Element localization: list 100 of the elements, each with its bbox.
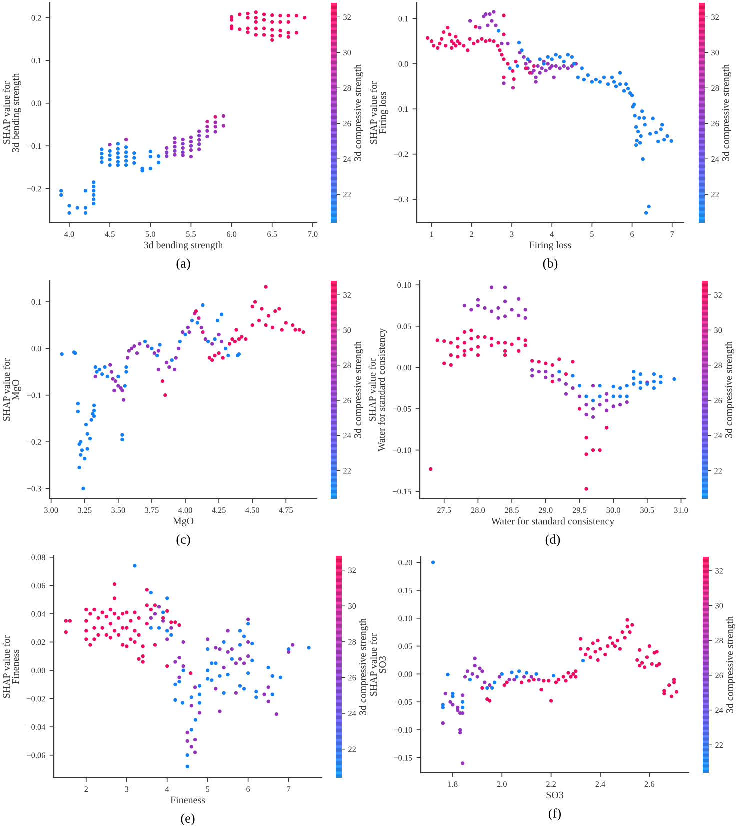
color-bar-label: 32: [348, 568, 356, 574]
color-bar-title: 3d compressive strength: [354, 342, 364, 438]
color-bar-title: 3d compressive strength: [354, 64, 364, 162]
color-bar-label: 28: [344, 86, 352, 92]
x-axis-title: Firing loss: [530, 242, 572, 251]
y-tick-label: 0.06: [32, 583, 46, 589]
color-bar-label: 28: [716, 638, 724, 644]
y-tick-label: −0.1: [27, 392, 42, 398]
x-tick-label: 3: [125, 786, 129, 792]
y-tick-label: −0.2: [27, 186, 42, 192]
x-tick-label: 29.0: [539, 508, 553, 514]
y-tick-label: 0.1: [32, 58, 42, 64]
color-bar-label: 32: [344, 14, 351, 20]
y-tick-label: 0.02: [32, 640, 46, 646]
y-axis-title: SHAP value for Fineness: [2, 635, 20, 698]
y-tick-label: −0.15: [394, 755, 412, 761]
x-tick-label: 4.0: [64, 232, 74, 238]
color-bar-label: 24: [344, 156, 352, 162]
color-bar-label: 24: [716, 708, 724, 714]
color-bar-label: 30: [344, 328, 352, 334]
x-tick-label: 5.5: [186, 232, 196, 238]
y-tick-label: 0.1: [398, 16, 408, 22]
x-axis-title: Water for standard consistency: [491, 518, 615, 527]
text: (f): [548, 808, 562, 821]
y-axis-title: SHAP value for 3d bending strength: [2, 73, 22, 152]
x-tick-label: 5: [206, 786, 210, 792]
x-tick-label: 4: [550, 232, 554, 238]
x-tick-label: 6: [630, 232, 634, 238]
color-bar-label: 32: [716, 568, 723, 574]
x-tick-label: 1: [430, 232, 434, 238]
y-tick-label: 0.0: [32, 346, 42, 352]
y-tick-label: −0.3: [394, 196, 408, 202]
color-bar-label: 24: [348, 710, 356, 716]
color-bar-label: 24: [344, 433, 352, 439]
color-bar-label: 32: [344, 292, 351, 298]
x-tick-label: 2.2: [546, 782, 556, 788]
y-tick-label: 0.1: [32, 299, 42, 305]
text: (d): [546, 534, 560, 547]
x-tick-label: 7.0: [308, 232, 318, 238]
x-tick-label: 5.0: [146, 232, 156, 238]
y-tick-label: 0.00: [398, 365, 412, 371]
y-tick-label: 0.0: [32, 100, 42, 106]
color-bar-title: 3d compressive strength: [726, 616, 736, 714]
y-tick-label: 0.20: [398, 560, 412, 566]
color-bar-label: 28: [714, 362, 722, 368]
color-bar-label: 22: [344, 468, 351, 474]
color-bar-label: 24: [712, 156, 720, 162]
color-bar-label: 30: [344, 50, 352, 56]
x-tick-label: 30.0: [606, 508, 620, 514]
x-tick-label: 28.5: [505, 508, 519, 514]
y-tick-label: 0.10: [398, 282, 412, 288]
x-tick-label: 4.25: [212, 508, 226, 514]
color-bar-label: 28: [344, 362, 352, 368]
y-tick-label: −0.04: [27, 724, 46, 730]
y-axis-title: SHAP value for Water for standard consistency: [368, 328, 388, 452]
x-tick-label: 2: [470, 232, 474, 238]
x-tick-label: 3: [510, 232, 514, 238]
color-bar-label: 30: [716, 603, 724, 609]
x-tick-label: 2.0: [497, 782, 507, 788]
y-tick-label: −0.10: [394, 727, 412, 733]
x-tick-label: 29.5: [572, 508, 587, 514]
color-bar-title: 3d compressive strength: [725, 342, 734, 438]
color-bar-label: 26: [714, 398, 722, 404]
color-bar-label: 22: [712, 192, 719, 198]
x-tick-label: 4.5: [105, 232, 115, 238]
color-bar-label: 28: [348, 639, 356, 645]
y-tick-label: −0.3: [27, 486, 42, 492]
y-tick-label: 0.2: [32, 15, 42, 21]
x-tick-label: 1.8: [448, 782, 458, 788]
y-axis-title: SHAP value for SO3: [370, 633, 386, 696]
y-tick-label: 0.00: [398, 672, 412, 678]
x-tick-label: 6: [246, 786, 250, 792]
x-tick-label: 30.5: [640, 508, 654, 514]
color-bar-label: 26: [344, 121, 352, 127]
x-tick-label: 6.0: [227, 232, 237, 238]
color-bar-label: 24: [714, 433, 722, 439]
color-bar-label: 26: [348, 675, 356, 681]
color-bar-label: 32: [712, 14, 719, 20]
y-tick-label: −0.2: [27, 439, 42, 446]
color-bar-label: 26: [712, 121, 720, 127]
y-tick-label: 0.0: [398, 61, 408, 67]
x-tick-label: 5: [590, 232, 594, 238]
color-bar-label: 22: [716, 742, 723, 748]
x-tick-label: 3.75: [145, 508, 159, 514]
y-axis-title: SHAP value for MgO: [2, 358, 22, 422]
x-tick-label: 2: [84, 786, 88, 792]
y-tick-label: 0.10: [398, 616, 412, 622]
color-bar-title: 3d compressive strength: [722, 64, 732, 162]
color-bar-label: 30: [712, 50, 720, 56]
y-tick-label: −0.2: [394, 152, 408, 158]
text: (b): [543, 258, 558, 271]
y-tick-label: 0.00: [32, 668, 46, 674]
y-tick-label: −0.02: [27, 696, 46, 702]
text: (a): [176, 258, 190, 271]
x-tick-label: 4: [165, 786, 170, 792]
color-bar-label: 22: [714, 468, 722, 474]
x-tick-label: 7: [670, 232, 674, 238]
x-tick-label: 4.00: [178, 508, 192, 514]
y-tick-label: −0.06: [27, 752, 46, 758]
color-bar-title: 3d compressive strength: [359, 618, 368, 716]
